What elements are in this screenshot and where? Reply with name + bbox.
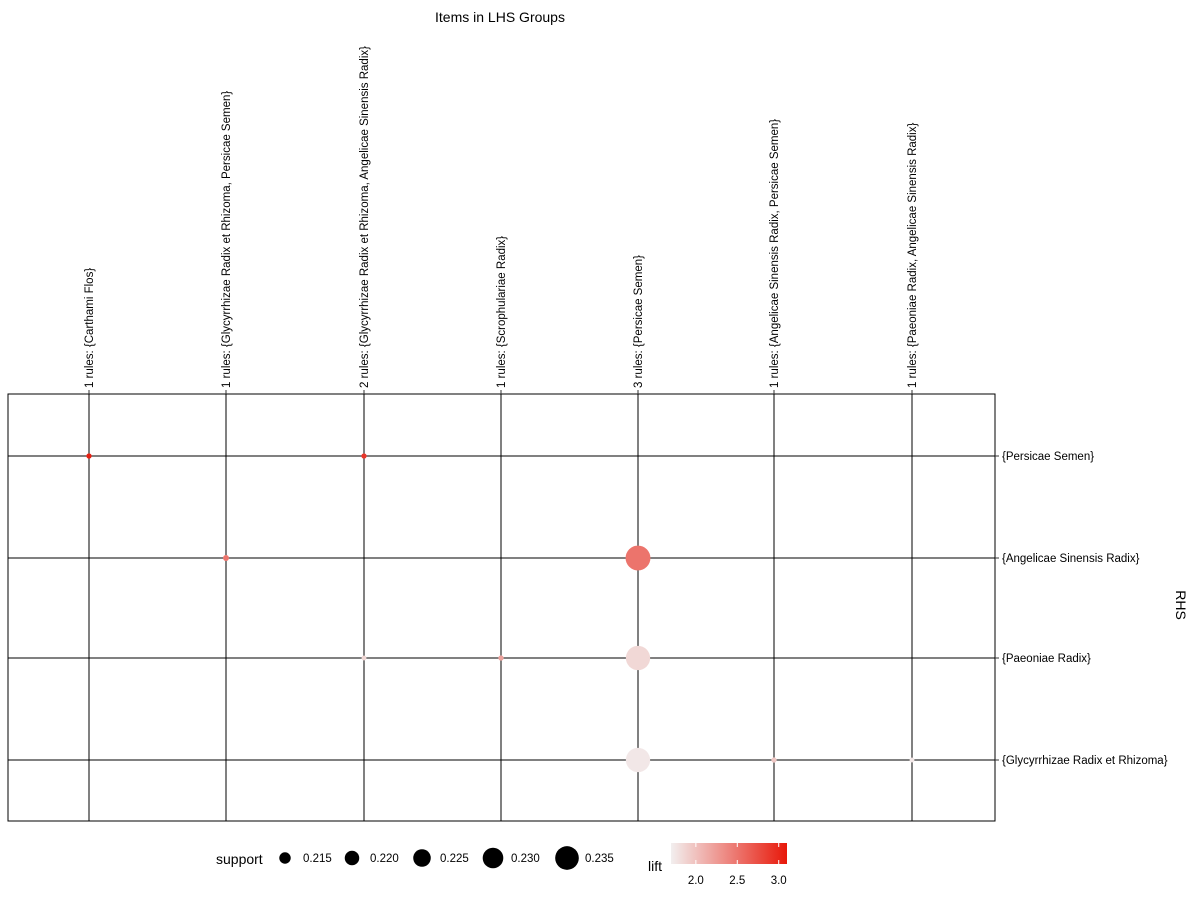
support-legend-label-4: 0.235	[585, 853, 614, 865]
lhs-group-label-5: 1 rules: {Angelicae Sinensis Radix, Pers…	[769, 119, 781, 388]
support-legend-label-0: 0.215	[303, 853, 332, 865]
rhs-axis-label: RHS	[1173, 590, 1189, 620]
lhs-group-label-2: 2 rules: {Glycyrrhizae Radix et Rhizoma,…	[359, 46, 371, 388]
data-point-7	[625, 747, 651, 773]
lhs-group-label-0: 1 rules: {Carthami Flos}	[84, 268, 96, 388]
data-point-1	[361, 453, 367, 459]
lift-legend: lift 2.0 2.5 3.0	[648, 843, 787, 887]
data-point-6	[625, 645, 651, 671]
support-legend-symbol-4	[555, 846, 579, 870]
lift-colorbar-ticks: 2.0 2.5 3.0	[688, 843, 787, 887]
rhs-item-label-2: {Paeoniae Radix}	[1002, 653, 1091, 665]
support-legend-title: support	[216, 851, 263, 867]
chart-title: Items in LHS Groups	[435, 9, 565, 25]
data-point-9	[909, 757, 915, 763]
lhs-group-label-4: 3 rules: {Persicae Semen}	[633, 255, 645, 388]
support-legend-label-2: 0.225	[440, 853, 469, 865]
lift-tick-label-1: 2.5	[729, 875, 745, 887]
lhs-group-label-1: 1 rules: {Glycyrrhizae Radix et Rhizoma,…	[221, 91, 233, 388]
data-point-2	[223, 555, 229, 561]
data-point-5	[498, 655, 504, 661]
lift-tick-label-2: 3.0	[771, 875, 787, 887]
lift-legend-title: lift	[648, 858, 662, 874]
lhs-group-labels: 1 rules: {Carthami Flos} 1 rules: {Glycyr…	[84, 46, 919, 394]
data-point-3	[625, 545, 651, 571]
support-legend-label-1: 0.220	[370, 853, 399, 865]
support-legend-items: 0.215 0.220 0.225 0.230 0.235	[279, 846, 614, 870]
support-legend-symbol-2	[413, 849, 431, 867]
rhs-item-labels: {Persicae Semen} {Angelicae Sinensis Radi…	[995, 451, 1168, 767]
support-legend-label-3: 0.230	[511, 853, 540, 865]
data-point-8	[771, 757, 777, 763]
data-points	[86, 453, 915, 773]
lhs-group-label-3: 1 rules: {Scrophulariae Radix}	[496, 236, 508, 388]
rhs-item-label-3: {Glycyrrhizae Radix et Rhizoma}	[1002, 755, 1168, 767]
lhs-group-label-6: 1 rules: {Paeoniae Radix, Angelicae Sine…	[907, 123, 919, 388]
grid-lines	[8, 394, 995, 821]
support-legend-symbol-1	[344, 850, 360, 866]
rhs-item-label-1: {Angelicae Sinensis Radix}	[1002, 553, 1140, 565]
support-legend-symbol-0	[279, 852, 291, 864]
support-legend: support 0.215 0.220 0.225 0.230 0.235	[216, 846, 614, 870]
data-point-4	[361, 655, 367, 661]
lift-tick-label-0: 2.0	[688, 875, 704, 887]
rhs-item-label-0: {Persicae Semen}	[1002, 451, 1094, 463]
lift-colorbar	[671, 843, 787, 864]
data-point-0	[86, 453, 92, 459]
support-legend-symbol-3	[482, 847, 504, 869]
